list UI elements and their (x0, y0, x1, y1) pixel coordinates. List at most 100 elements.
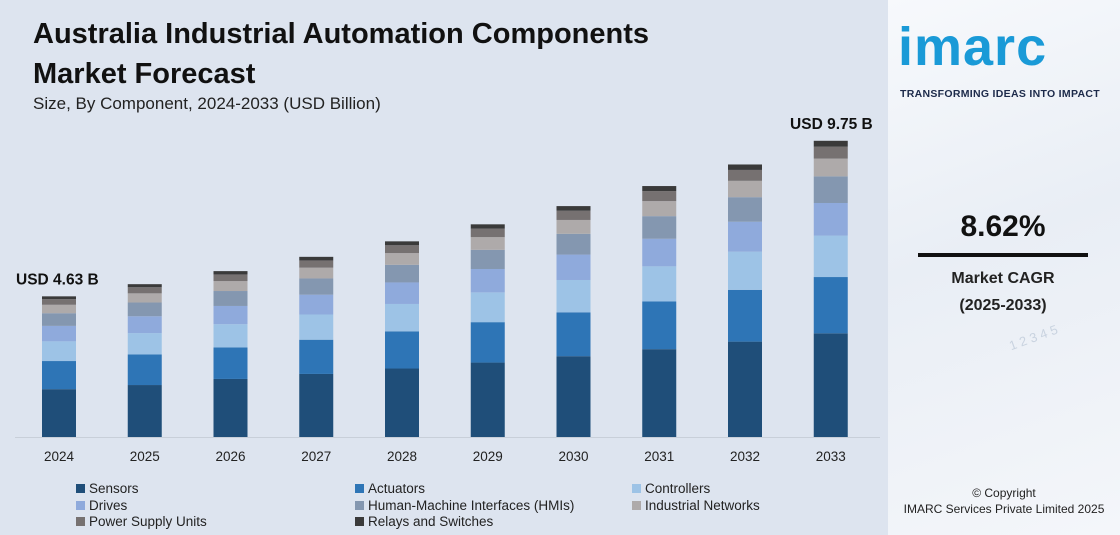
bar-segment-2026-actuators (213, 347, 248, 379)
bar-segment-2025-relays-and-switches (127, 284, 162, 288)
bar-segment-2033-sensors (813, 333, 848, 437)
x-tick-label: 2030 (558, 449, 588, 464)
bar-stack-2025 (127, 284, 162, 437)
bar-segment-2028-power-supply-units (385, 245, 419, 254)
legend-item: Industrial Networks (632, 497, 760, 514)
legend-swatch (76, 484, 85, 493)
bar-stack-2029 (470, 224, 505, 437)
legend-item: Drives (76, 497, 127, 514)
bar-segment-2032-drives (728, 221, 762, 252)
bar-segment-2032-power-supply-units (728, 169, 762, 181)
legend-label: Controllers (645, 481, 711, 496)
bar-segment-2026-drives (213, 305, 248, 325)
bar-segment-2030-relays-and-switches (556, 206, 591, 211)
legend-swatch (632, 484, 641, 493)
x-tick-label: 2029 (473, 449, 503, 464)
x-tick-label: 2025 (130, 449, 160, 464)
bar-segment-2033-human-machine-interfaces-hmis (813, 176, 848, 203)
bar-segment-2029-human-machine-interfaces-hmis (470, 249, 505, 269)
legend-label: Relays and Switches (368, 514, 494, 529)
bar-segment-2033-relays-and-switches (813, 140, 848, 147)
bar-segment-2028-controllers (385, 303, 419, 332)
background-decoration: 1 2 3 4 5 (1006, 321, 1060, 354)
value-annotation-2033: USD 9.75 B (790, 116, 873, 133)
bar-segment-2024-controllers (42, 341, 76, 362)
x-tick-label: 2031 (644, 449, 674, 464)
bar-segment-2031-controllers (642, 266, 677, 302)
bar-segment-2027-drives (299, 294, 334, 315)
x-tick-label: 2033 (816, 449, 846, 464)
bar-segment-2031-sensors (642, 349, 677, 437)
legend-swatch (355, 517, 364, 526)
bar-segment-2025-human-machine-interfaces-hmis (127, 302, 162, 317)
bar-segment-2031-drives (642, 238, 677, 267)
bar-segment-2024-power-supply-units (42, 299, 76, 305)
bar-segment-2033-power-supply-units (813, 146, 848, 159)
bar-stack-2032 (728, 164, 762, 437)
legend-label: Power Supply Units (89, 514, 207, 529)
value-annotation-2024: USD 4.63 B (16, 271, 99, 288)
bar-segment-2027-sensors (299, 373, 334, 437)
legend-swatch (355, 484, 364, 493)
x-tick-label: 2024 (44, 449, 75, 464)
bar-segment-2026-relays-and-switches (213, 271, 248, 275)
bar-segment-2024-relays-and-switches (42, 296, 76, 300)
bar-segment-2027-human-machine-interfaces-hmis (299, 278, 334, 295)
bar-segment-2030-drives (556, 254, 591, 280)
bar-segment-2027-industrial-networks (299, 267, 334, 279)
bar-segment-2025-actuators (127, 354, 162, 386)
bar-segment-2030-controllers (556, 279, 591, 313)
bar-stack-2027 (299, 256, 334, 437)
chart-title: Australia Industrial Automation Componen… (33, 14, 649, 94)
chart-title-line-2: Market Forecast (33, 58, 256, 90)
bar-segment-2033-industrial-networks (813, 158, 848, 177)
legend-label: Human-Machine Interfaces (HMIs) (368, 497, 575, 513)
legend-swatch (632, 500, 641, 510)
bar-segment-2029-power-supply-units (470, 228, 505, 238)
legend-label: Actuators (368, 481, 426, 496)
bar-stack-2030 (556, 206, 591, 437)
bar-segment-2028-drives (385, 282, 419, 304)
cagr-period: (2025-2033) (959, 297, 1047, 314)
bar-segment-2025-drives (127, 316, 162, 334)
bar-segment-2030-power-supply-units (556, 210, 591, 220)
chart-title-line-1: Australia Industrial Automation Componen… (33, 18, 650, 50)
chart-subtitle: Size, By Component, 2024-2033 (USD Billi… (33, 94, 381, 113)
bar-segment-2031-human-machine-interfaces-hmis (642, 216, 677, 239)
bar-segment-2031-power-supply-units (642, 191, 677, 202)
legend-label: Industrial Networks (645, 497, 760, 513)
bar-segment-2032-controllers (728, 251, 762, 290)
bar-segment-2031-actuators (642, 301, 677, 350)
legend-swatch (76, 500, 85, 510)
bar-segment-2024-drives (42, 325, 76, 342)
bar-segment-2032-sensors (728, 341, 762, 437)
cagr-value: 8.62% (960, 210, 1046, 243)
legend-swatch (76, 517, 85, 526)
legend-swatch (355, 500, 364, 510)
legend-item: Sensors (76, 480, 139, 497)
cagr-label: Market CAGR (951, 270, 1055, 287)
cagr-divider (918, 253, 1088, 257)
bar-segment-2026-industrial-networks (213, 281, 248, 292)
bar-segment-2028-actuators (385, 331, 419, 369)
brand-panel: 1 2 3 4 5 imarc TRANSFORMING IDEAS INTO … (888, 0, 1120, 535)
bar-stack-2031 (642, 186, 677, 437)
legend-item: Controllers (632, 480, 710, 497)
bar-segment-2033-controllers (813, 235, 848, 278)
legend-label: Drives (89, 497, 128, 513)
bar-segment-2030-human-machine-interfaces-hmis (556, 233, 591, 255)
copyright: © Copyright IMARC Services Private Limit… (888, 485, 1120, 517)
bar-segment-2029-drives (470, 268, 505, 293)
bar-segment-2027-controllers (299, 314, 334, 340)
bar-segment-2029-relays-and-switches (470, 224, 505, 229)
legend-item: Relays and Switches (355, 513, 493, 530)
bar-segment-2024-human-machine-interfaces-hmis (42, 313, 76, 326)
legend-item: Human-Machine Interfaces (HMIs) (355, 497, 574, 514)
legend-item: Power Supply Units (76, 513, 207, 530)
stacked-bar-chart: 2024 2025 2026 2027 2028 2029 2030 2031 2032 2033… (15, 116, 880, 464)
legend-item: Actuators (355, 480, 425, 497)
bar-segment-2024-actuators (42, 361, 76, 390)
bar-segment-2033-actuators (813, 277, 848, 334)
bar-segment-2027-actuators (299, 339, 334, 374)
